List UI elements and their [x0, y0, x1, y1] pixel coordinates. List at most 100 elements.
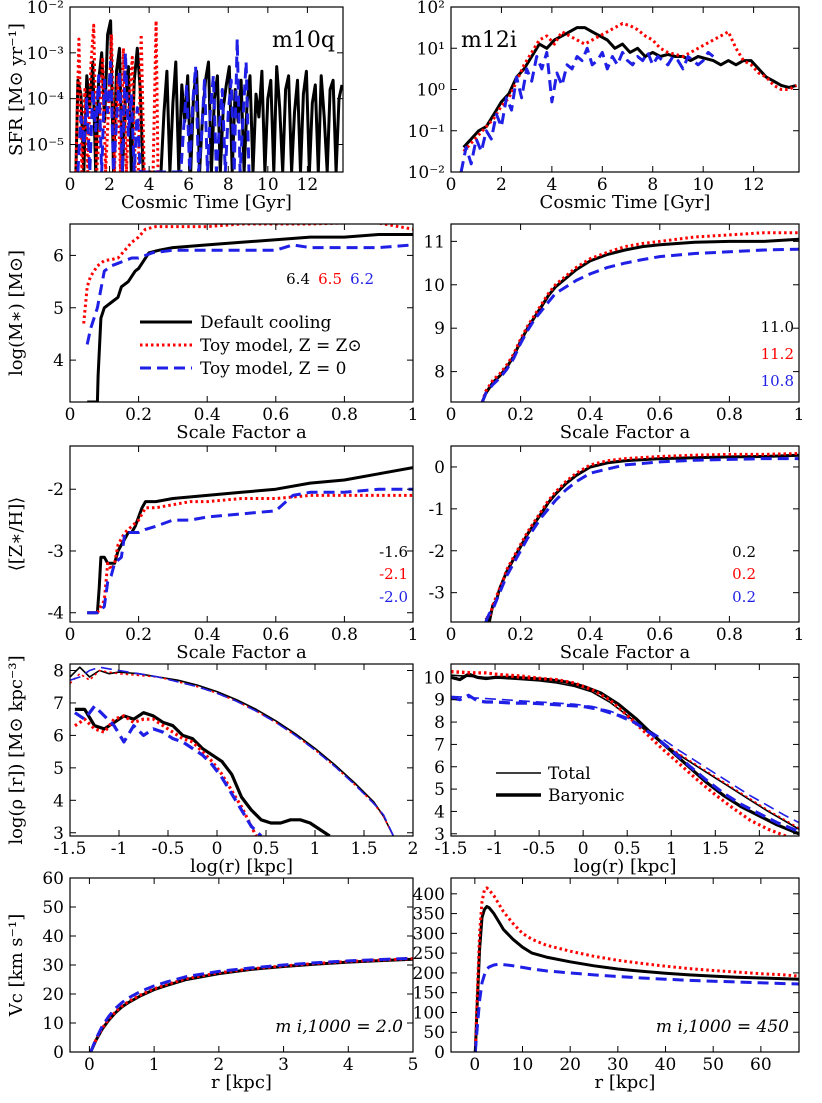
vc-m10q-ytick-label: 40 — [42, 927, 64, 947]
mstar-m10q-xtick-label: 0.8 — [331, 405, 358, 425]
vc-m10q-ytick-label: 20 — [42, 985, 64, 1005]
sfr-m12i-plot-area — [459, 22, 798, 172]
rho-m12i-ytick-label: 6 — [434, 758, 445, 778]
mstar-m10q-ytick-label: 6 — [53, 246, 64, 266]
mstar-m10q-final-value-zero: 6.2 — [350, 270, 374, 288]
sfr-m10q-ytick-label: 10⁻⁴ — [27, 90, 65, 110]
vc-m12i-xtick-label: 10 — [512, 1055, 534, 1075]
rho-m10q-ytick-label: 8 — [53, 661, 64, 681]
sfr-m12i-ytick-label: 10⁻¹ — [408, 122, 445, 142]
mstar-m10q-xtick-label: 0 — [65, 405, 76, 425]
zstar-m10q-series-zero-line — [87, 487, 413, 615]
legend-label-baryonic: Baryonic — [548, 786, 625, 806]
rho-m10q-frame — [69, 663, 414, 837]
zstar-m10q-ytick-label: -4 — [47, 604, 64, 624]
zstar-m10q-xtick-label: 0.6 — [262, 625, 289, 645]
mstar-m12i-final-value-zero: 10.8 — [761, 372, 794, 390]
sfr-m10q-frame — [69, 6, 344, 173]
vc-m10q-plot-area — [89, 956, 413, 1052]
sfr-m12i-xtick-label: 2 — [496, 175, 507, 195]
zstar-m10q-ylabel: ⟨[Z∗/H]⟩ — [6, 497, 27, 572]
zstar-m12i-ytick-label: -3 — [428, 584, 445, 604]
zstar-m12i-ytick-label: -2 — [428, 542, 445, 562]
vc-m12i-ytick-label: 50 — [423, 1023, 445, 1043]
zstar-m10q-ytick-label: -3 — [47, 542, 64, 562]
zstar-m10q-xtick-label: 0.4 — [194, 625, 221, 645]
sfr-m10q-series-solar-line — [74, 19, 161, 172]
legend-label-solar: Toy model, Z = Z⊙ — [200, 336, 362, 356]
rho-m10q-xtick-label: 2 — [408, 839, 419, 859]
zstar-m10q-frame — [69, 445, 414, 623]
vc-m10q-xtick-label: 3 — [278, 1055, 289, 1075]
sfr-m10q-xtick-label: 10 — [257, 175, 279, 195]
rho-m12i-xtick-label: 0.5 — [614, 839, 641, 859]
rho-m12i-xtick-label: -0.5 — [523, 839, 556, 859]
mstar-m10q-ylabel: log(M∗) [M⊙] — [6, 250, 27, 376]
vc-m10q-series-default-line — [89, 957, 413, 1052]
vc-m10q-xtick-label: 4 — [343, 1055, 354, 1075]
mstar-m12i-series-solar-line — [480, 231, 799, 402]
zstar-m10q-plot-area — [87, 466, 413, 615]
zstar-m10q-final-value-default: -1.6 — [379, 543, 408, 561]
vc-m12i-ytick-label: 400 — [413, 885, 445, 905]
rho-m10q-xtick-label: -0.5 — [152, 839, 185, 859]
vc-m12i-xtick-label: 50 — [702, 1055, 724, 1075]
mstar-m10q-xtick-label: 0.2 — [125, 405, 152, 425]
mstar-m10q-frame — [69, 223, 414, 403]
vc-m10q-xtick-label: 2 — [213, 1055, 224, 1075]
sfr-m12i-ytick-label: 10⁰ — [417, 81, 446, 101]
mstar-m10q-ytick-label: 4 — [53, 351, 64, 371]
vc-m12i-ytick-label: 350 — [413, 905, 445, 925]
mstar-m12i-final-value-default: 11.0 — [761, 318, 794, 336]
rho-m10q-series-baryonic-zero-line — [74, 704, 263, 836]
mstar-m10q-xtick-label: 0.6 — [262, 405, 289, 425]
vc-m10q-ytick-label: 10 — [42, 1014, 64, 1034]
sfr-m12i-xtick-label: 4 — [546, 175, 557, 195]
mstar-m12i-plot-area — [480, 231, 799, 402]
sfr-m12i-xtick-label: 0 — [446, 175, 457, 195]
sfr-m10q-xtick-label: 8 — [223, 175, 234, 195]
zstar-m12i-series-solar-line — [485, 452, 799, 620]
rho-m12i-xtick-label: -1 — [487, 839, 504, 859]
mstar-m12i-xtick-label: 1 — [794, 405, 805, 425]
vc-m12i-xtick-label: 40 — [655, 1055, 677, 1075]
mstar-m10q-ytick-label: 5 — [53, 299, 64, 319]
mstar-m10q-xtick-label: 1 — [408, 405, 419, 425]
vc-m10q-ytick-label: 50 — [42, 898, 64, 918]
sfr-m10q-xtick-label: 4 — [144, 175, 155, 195]
mstar-m12i-xtick-label: 0.4 — [577, 405, 604, 425]
sfr-m10q-xtick-label: 12 — [297, 175, 319, 195]
rho-m12i-xtick-label: 1 — [666, 839, 677, 859]
sfr-m12i-xlabel: Cosmic Time [Gyr] — [540, 192, 711, 213]
sfr-m10q-ylabel: SFR [M⊙ yr⁻¹] — [6, 23, 27, 156]
mstar-m12i-ytick-label: 8 — [434, 363, 445, 383]
rho-m10q-plot-area — [70, 666, 395, 836]
zstar-m10q-xtick-label: 0.2 — [125, 625, 152, 645]
sfr-m12i-xtick-label: 6 — [597, 175, 608, 195]
sfr-m12i-xtick-label: 10 — [692, 175, 714, 195]
vc-m10q-xtick-label: 0 — [84, 1055, 95, 1075]
zstar-m10q-series-default-line — [87, 466, 413, 615]
sfr-m10q-ytick-label: 10⁻² — [27, 0, 64, 18]
rho-m10q-xtick-label: 0 — [212, 839, 223, 859]
mstar-m12i-xlabel: Scale Factor a — [560, 422, 691, 443]
sfr-m10q-plot-area — [74, 19, 343, 172]
zstar-m12i-series-zero-line — [484, 457, 799, 622]
mstar-m10q-series-zero-line — [85, 243, 413, 345]
rho-m10q-series-total-zero-line — [70, 666, 395, 836]
rho-m12i-xtick-label: 1.5 — [702, 839, 729, 859]
rho-m10q-xtick-label: 1.5 — [350, 839, 377, 859]
vc-m10q-annotation: m i,1000 = 2.0 — [275, 1017, 403, 1037]
rho-m12i-ytick-label: 7 — [434, 735, 445, 755]
vc-m12i-xtick-label: 60 — [750, 1055, 772, 1075]
mstar-m12i-frame — [450, 223, 800, 403]
vc-m12i-annotation: m i,1000 = 450 — [656, 1017, 789, 1037]
zstar-m12i-xtick-label: 1 — [794, 625, 805, 645]
rho-m10q-xtick-label: 0.5 — [252, 839, 279, 859]
zstar-m12i-xtick-label: 0.6 — [646, 625, 673, 645]
vc-m10q-series-solar-line — [89, 957, 413, 1052]
vc-m12i-xtick-label: 20 — [559, 1055, 581, 1075]
rho-m12i-series-baryonic-default-line — [451, 672, 799, 836]
mstar-m10q-final-value-default: 6.4 — [286, 270, 310, 288]
